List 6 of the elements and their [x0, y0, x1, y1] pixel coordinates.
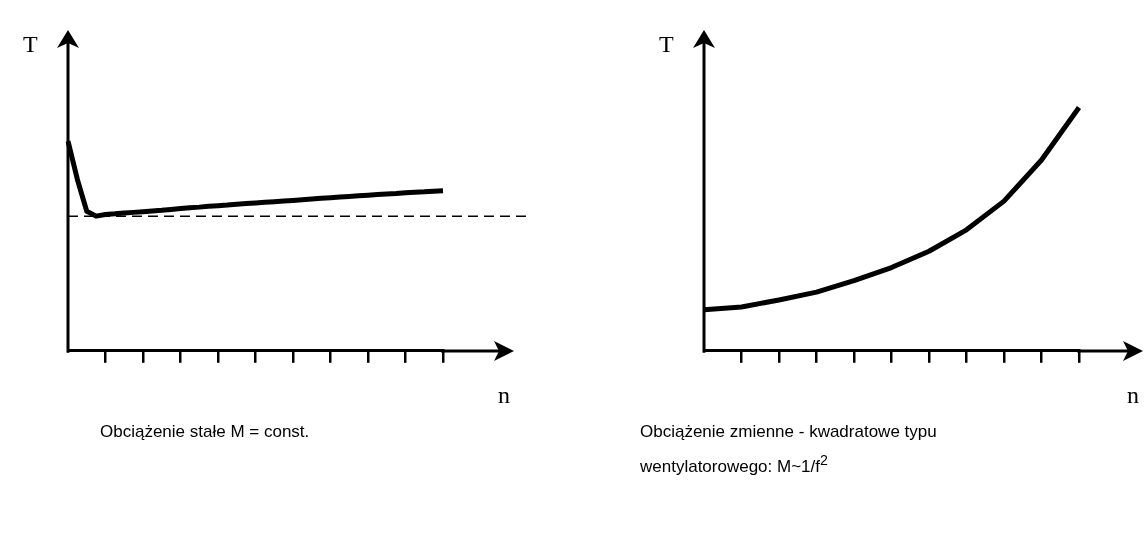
text: Obciążenie zmienne - kwadratowe typu wentylatorowego: M~1/f$^{2}$ — [640, 421, 938, 478]
text: Obciążenie stałe M = const. — [100, 421, 311, 443]
x-axis-title: n — [498, 381, 510, 408]
y-axis-title: T — [23, 31, 38, 57]
y-axis-title: T — [659, 31, 674, 57]
x-axis-title: n — [1127, 381, 1139, 408]
